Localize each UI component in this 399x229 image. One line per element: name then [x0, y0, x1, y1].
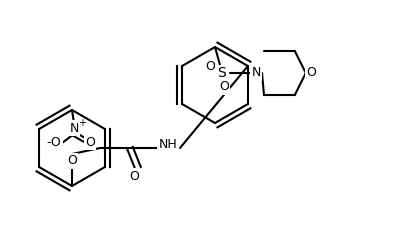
Text: O: O	[205, 60, 215, 74]
Text: N: N	[69, 122, 79, 134]
Text: NH: NH	[159, 137, 178, 150]
Text: +: +	[78, 118, 86, 128]
Text: O: O	[85, 136, 95, 148]
Text: S: S	[217, 66, 226, 80]
Text: O: O	[306, 66, 316, 79]
Text: -O: -O	[47, 136, 61, 148]
Text: O: O	[219, 81, 229, 93]
Text: O: O	[129, 169, 139, 183]
Text: N: N	[251, 66, 261, 79]
Text: O: O	[67, 155, 77, 167]
